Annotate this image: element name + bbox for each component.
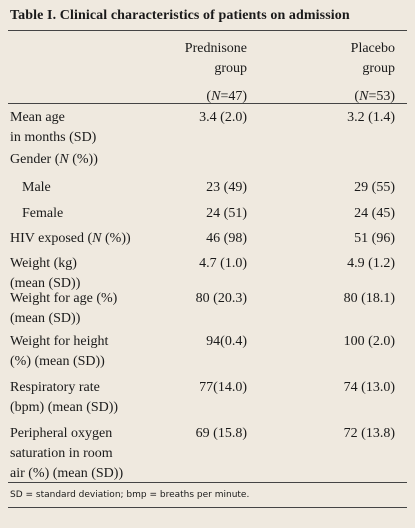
table-header: Prednisone group (N=47) Placebo group (N… [8, 31, 407, 104]
row-label-line: (mean (SD)) [10, 311, 81, 326]
row-label-line: Gender (N (%)) [10, 152, 98, 167]
column-header-n: (N=53) [354, 89, 395, 104]
row-label-line: Female [22, 206, 64, 221]
row-label: Weight for height (%) (mean (SD)) [10, 332, 108, 372]
table-title: Table I. Clinical characteristics of pat… [8, 0, 407, 31]
cell-prednisone: 69 (15.8) [195, 426, 247, 441]
cell-placebo: 72 (13.8) [343, 426, 395, 441]
cell-prednisone: 94(0.4) [206, 334, 247, 349]
row-label: Female [22, 204, 63, 224]
row-label-line: Weight for height [10, 334, 109, 349]
row-label: Weight (kg) (mean (SD)) [10, 254, 80, 294]
column-header-line: Placebo [350, 41, 395, 56]
row-label-line: Peripheral oxygen [10, 426, 113, 441]
cell-placebo: 74 (13.0) [343, 380, 395, 395]
row-label-line: (bpm) (mean (SD)) [10, 400, 119, 415]
cell-prednisone: 24 (51) [206, 206, 247, 221]
column-header-line: Prednisone [184, 41, 247, 56]
cell-prednisone: 77(14.0) [199, 380, 247, 395]
row-label-line: in months (SD) [10, 130, 97, 145]
column-header-n: (N=47) [206, 89, 247, 104]
row-label-line: Mean age [10, 110, 65, 125]
row-label-line: HIV exposed (N (%)) [10, 231, 131, 246]
cell-placebo: 100 (2.0) [343, 334, 395, 349]
row-label: Male [22, 178, 51, 198]
row-label-line: Weight for age (%) [10, 291, 118, 306]
cell-placebo: 24 (45) [354, 206, 395, 221]
cell-prednisone: 23 (49) [206, 180, 247, 195]
cell-prednisone: 4.7 (1.0) [199, 256, 247, 271]
column-header-placebo: Placebo group (N=53) [351, 39, 395, 107]
column-header-line: group [214, 61, 247, 76]
row-label-line: Weight (kg) [10, 256, 77, 271]
table-footnote: SD = standard deviation; bmp = breaths p… [8, 482, 407, 508]
column-header-prednisone: Prednisone group (N=47) [185, 39, 247, 107]
cell-prednisone: 46 (98) [206, 231, 247, 246]
cell-prednisone: 80 (20.3) [195, 291, 247, 306]
row-label-line: (%) (mean (SD)) [10, 354, 105, 369]
cell-placebo: 4.9 (1.2) [347, 256, 395, 271]
row-label: Peripheral oxygen saturation in room air (… [10, 424, 123, 484]
cell-placebo: 51 (96) [354, 231, 395, 246]
cell-placebo: 29 (55) [354, 180, 395, 195]
row-label: HIV exposed (N (%)) [10, 229, 131, 249]
row-label-line: Respiratory rate [10, 380, 100, 395]
row-label-line: air (%) (mean (SD)) [10, 466, 124, 481]
cell-placebo: 80 (18.1) [343, 291, 395, 306]
row-label-line: (mean (SD)) [10, 276, 81, 291]
row-label: Gender (N (%)) [10, 150, 98, 170]
row-label-line: Male [22, 180, 51, 195]
row-label: Mean age in months (SD) [10, 108, 96, 148]
row-label: Weight for age (%) (mean (SD)) [10, 289, 117, 329]
row-label: Respiratory rate (bpm) (mean (SD)) [10, 378, 118, 418]
cell-placebo: 3.2 (1.4) [347, 110, 395, 125]
cell-prednisone: 3.4 (2.0) [199, 110, 247, 125]
row-label-line: saturation in room [10, 446, 113, 461]
column-header-line: group [362, 61, 395, 76]
